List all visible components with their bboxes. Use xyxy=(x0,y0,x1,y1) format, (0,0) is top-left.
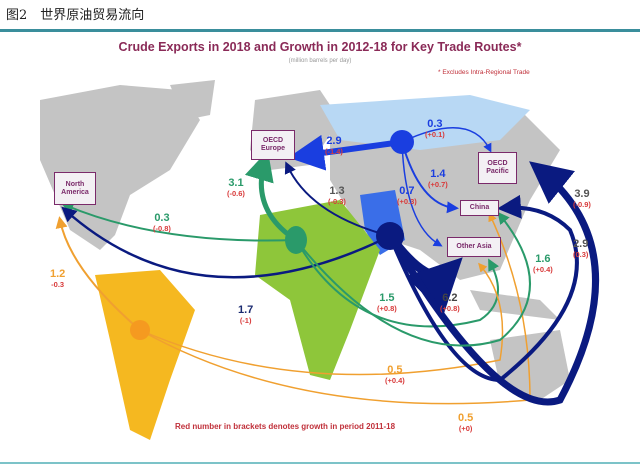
australia-landmass xyxy=(490,330,570,400)
route-growth: (+0.8) xyxy=(440,304,460,313)
south-america-region xyxy=(95,270,195,440)
route-me-europe xyxy=(284,161,391,237)
route-me-china xyxy=(388,194,579,383)
route-fsu-china xyxy=(401,141,459,214)
route-la-other-asia xyxy=(139,262,504,376)
routes xyxy=(55,127,599,406)
region-oecd-pacific: OECD Pacific xyxy=(478,152,517,184)
route-la-china xyxy=(139,212,531,405)
exclusion-note: * Excludes Intra-Regional Trade xyxy=(438,69,530,76)
region-north-america: North America xyxy=(54,172,96,205)
route-wa-na xyxy=(61,202,297,242)
route-label: 0.5 (+0) xyxy=(458,412,473,433)
route-label: 2.9 (-1.4) xyxy=(325,135,343,156)
route-value: 1.2 xyxy=(50,268,66,280)
route-growth: (0.3) xyxy=(573,250,589,259)
route-value: 0.5 xyxy=(458,412,474,424)
route-label: 1.2 -0.3 xyxy=(50,268,65,289)
indonesia-landmass xyxy=(470,290,560,320)
divider-bottom xyxy=(0,462,640,464)
route-growth: (-0.9) xyxy=(573,200,591,209)
route-growth: (+0.7) xyxy=(428,180,448,189)
route-growth: (-1) xyxy=(239,316,252,325)
route-value: 1.6 xyxy=(535,253,551,265)
latin-america-node xyxy=(130,320,150,340)
route-value: 1.7 xyxy=(238,304,254,316)
region-oecd-europe: OECD Europe xyxy=(251,130,295,160)
route-growth: (+0) xyxy=(458,424,473,433)
route-value: 0.5 xyxy=(387,364,403,376)
route-growth: -0.3 xyxy=(51,280,65,289)
route-value: 0.3 xyxy=(154,212,170,224)
route-growth: (-0.8) xyxy=(153,224,171,233)
route-value: 1.4 xyxy=(430,168,446,180)
route-label: 3.9 (-0.9) xyxy=(573,188,591,209)
route-label: 1.4 (+0.7) xyxy=(428,168,448,189)
trade-flow-map xyxy=(40,80,599,440)
route-label: 3.1 (-0.6) xyxy=(227,177,245,198)
middle-east-node xyxy=(376,222,404,250)
russia-region xyxy=(320,95,530,150)
route-value: 0.7 xyxy=(399,185,415,197)
route-wa-china xyxy=(295,211,531,347)
route-fsu-other-asia xyxy=(401,141,443,247)
route-la-na xyxy=(55,216,141,331)
north-america-landmass xyxy=(40,85,200,250)
route-label: 6.2 (+0.8) xyxy=(440,292,460,313)
fsu-node xyxy=(390,130,414,154)
route-growth: (+0.4) xyxy=(385,376,405,385)
route-growth: (+0.1) xyxy=(425,130,445,139)
figure-caption: 图2 世界原油贸易流向 xyxy=(6,8,145,23)
route-fsu-pacific xyxy=(401,127,492,153)
route-growth: (-0.6) xyxy=(227,189,245,198)
route-value: 0.3 xyxy=(427,118,443,130)
route-label: 0.5 (+0.4) xyxy=(385,364,405,385)
region-other-asia: Other Asia xyxy=(447,237,501,257)
route-growth: (+0.3) xyxy=(397,197,417,206)
route-value: 2.9 xyxy=(326,135,342,147)
route-value: 2.9 xyxy=(573,238,589,250)
route-label: 1.6 (+0.4) xyxy=(533,253,553,274)
greenland-landmass xyxy=(170,80,215,120)
route-wa-other-asia xyxy=(295,239,500,328)
route-me-pacific xyxy=(386,161,599,406)
route-value: 1.5 xyxy=(379,292,395,304)
region-china: China xyxy=(460,200,499,216)
route-value: 3.1 xyxy=(228,177,244,189)
route-growth: (+0.8) xyxy=(377,304,397,313)
route-me-na xyxy=(61,206,391,279)
footnote: Red number in brackets denotes growth in… xyxy=(175,422,396,431)
west-africa-node xyxy=(285,226,307,254)
divider xyxy=(0,29,640,32)
chart-title: Crude Exports in 2018 and Growth in 2012… xyxy=(118,40,522,54)
route-label: 0.3 (+0.1) xyxy=(425,118,445,139)
route-value: 6.2 xyxy=(442,292,458,304)
route-fsu-europe xyxy=(288,134,403,171)
route-label: 1.7 (-1) xyxy=(238,304,253,325)
route-label: 0.7 (+0.3) xyxy=(397,185,417,206)
route-growth: (+0.4) xyxy=(533,265,553,274)
route-value: 1.3 xyxy=(329,185,345,197)
route-label: 2.9 (0.3) xyxy=(573,238,588,259)
chart-subtitle: (million barrels per day) xyxy=(288,58,352,64)
route-label: 1.3 (-0.3) xyxy=(328,185,346,206)
route-label: 0.3 (-0.8) xyxy=(153,212,171,233)
route-label: 1.5 (+0.8) xyxy=(377,292,397,313)
route-growth: (-0.3) xyxy=(328,197,346,206)
route-growth: (-1.4) xyxy=(325,147,343,156)
route-value: 3.9 xyxy=(574,188,590,200)
